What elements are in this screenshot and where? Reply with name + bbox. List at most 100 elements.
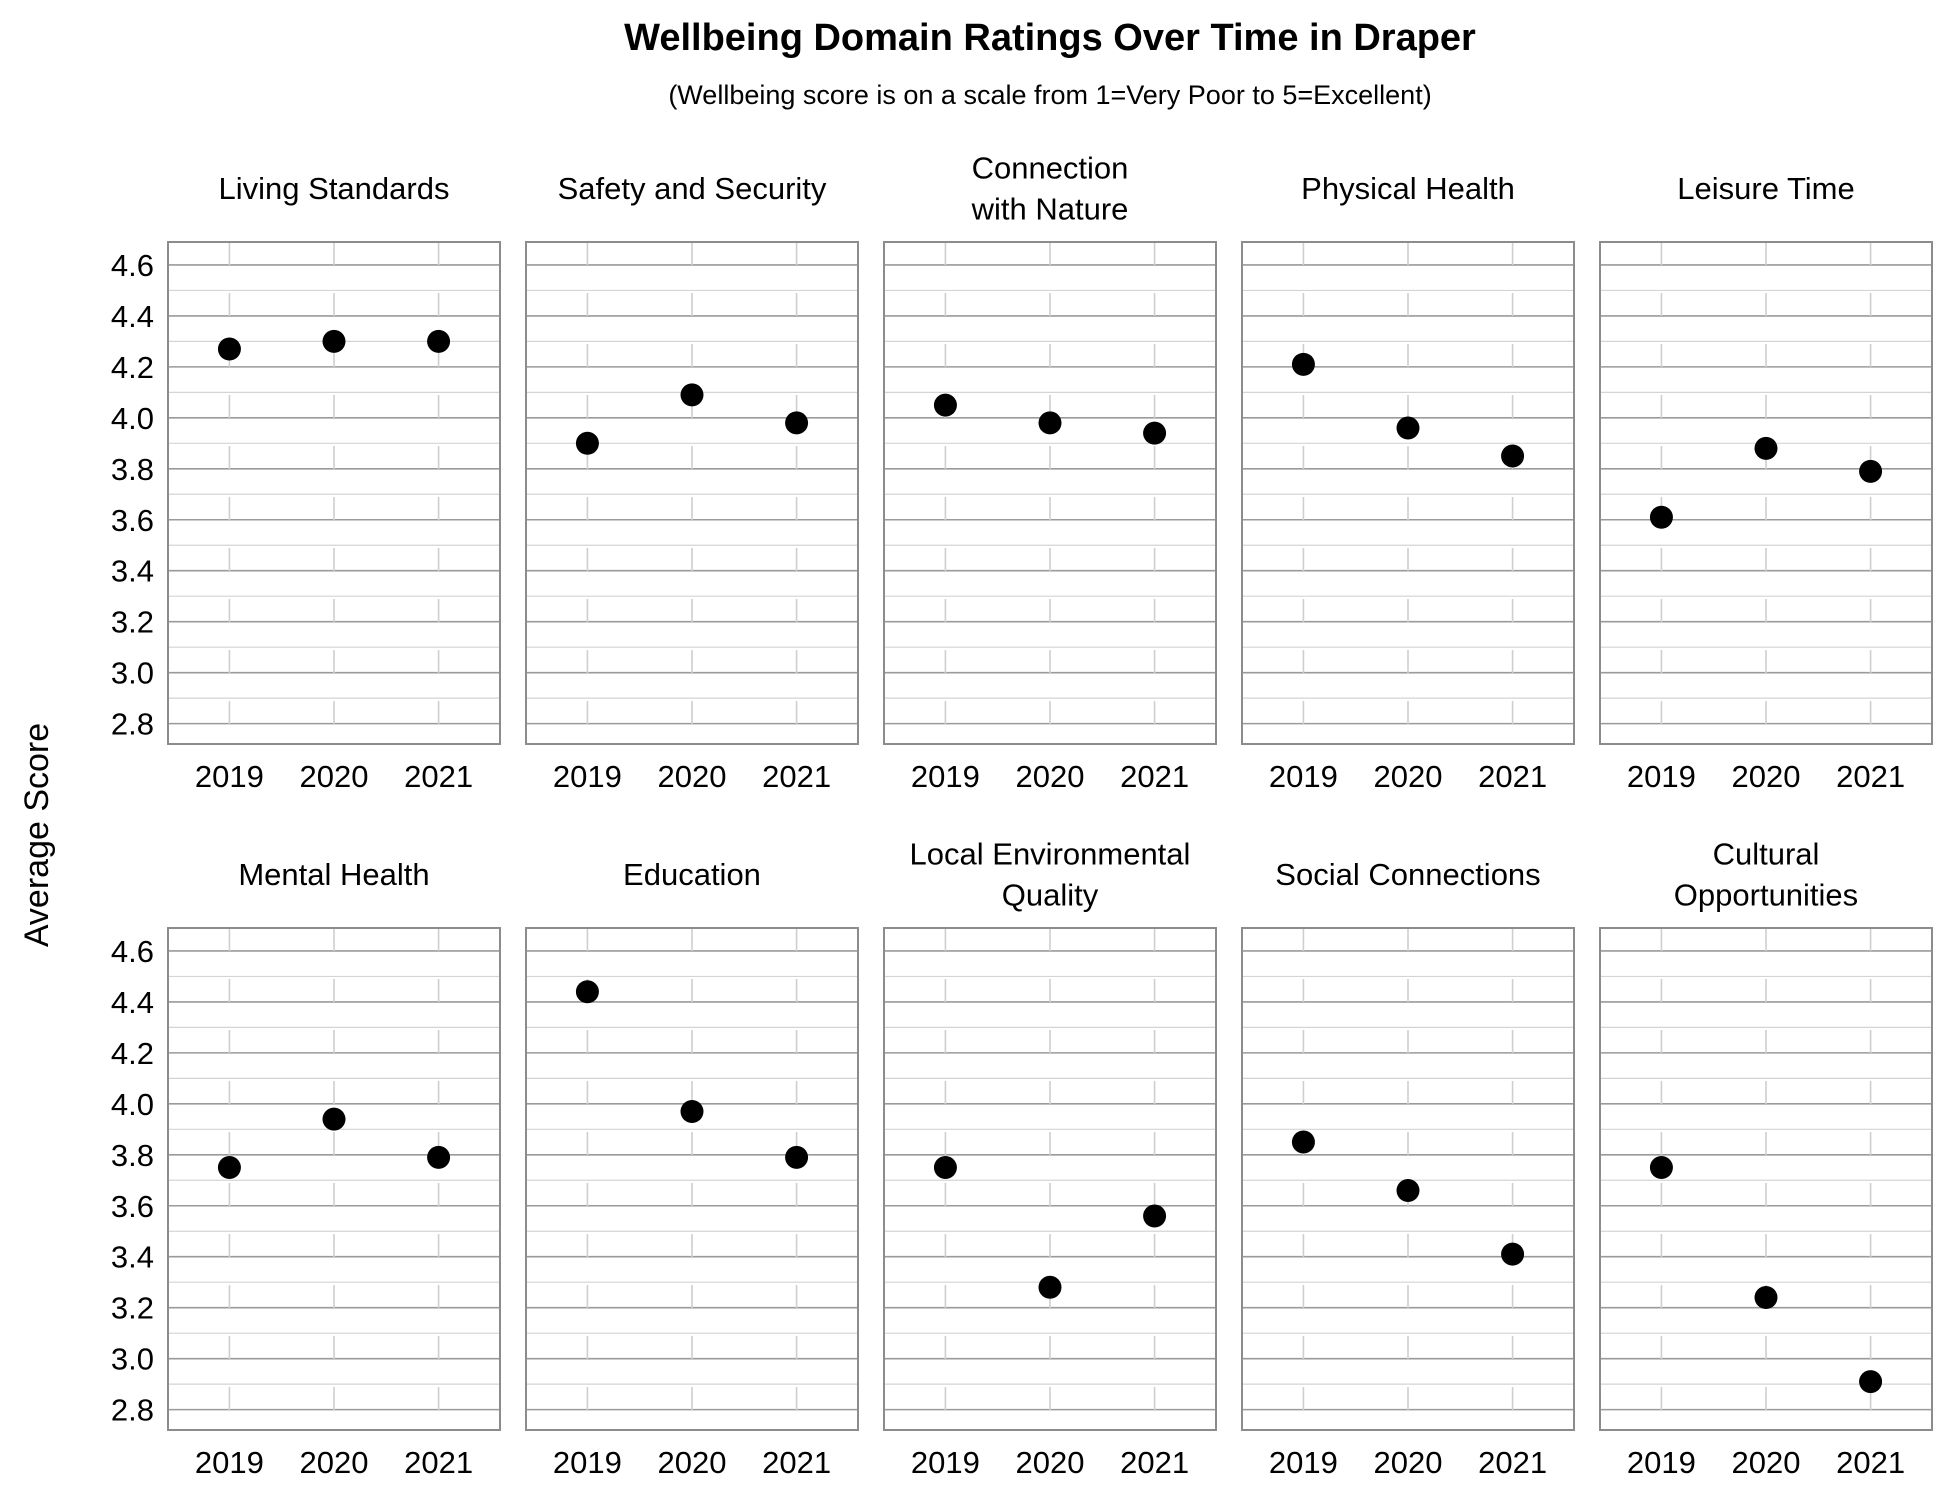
facet-title: Physical Health [1301, 171, 1515, 206]
y-tick-label: 3.6 [111, 503, 154, 538]
data-point [217, 337, 241, 361]
facet-title: Quality [1002, 878, 1099, 913]
data-point [1754, 436, 1778, 460]
data-point [785, 411, 809, 435]
x-tick-label: 2019 [553, 1445, 622, 1480]
y-axis-label: Average Score [18, 723, 56, 947]
x-tick-label: 2019 [553, 759, 622, 794]
data-point [1859, 459, 1883, 483]
data-point [217, 1156, 241, 1180]
panel-frame [1241, 241, 1575, 745]
panel-1: Safety and Security 2019 2020 2021 [525, 171, 859, 794]
data-point [785, 1145, 809, 1169]
data-point [1396, 416, 1420, 440]
x-tick-label: 2019 [911, 759, 980, 794]
facet-title: with Nature [971, 192, 1129, 227]
panel-5: Mental Health 2019 2020 2021 2.8 3.0 3.2 3.4 3.6… [111, 857, 501, 1480]
facet-title: Safety and Security [558, 171, 827, 206]
x-tick-label: 2020 [658, 759, 727, 794]
x-tick-label: 2019 [911, 1445, 980, 1480]
panel-frame [167, 927, 501, 1431]
facet-title: Social Connections [1275, 857, 1540, 892]
data-point [322, 329, 346, 353]
y-tick-label: 3.2 [111, 1291, 154, 1326]
data-point [1291, 352, 1315, 376]
y-tick-label: 3.2 [111, 605, 154, 640]
x-tick-label: 2021 [404, 1445, 473, 1480]
y-tick-label: 3.4 [111, 554, 154, 589]
data-point [322, 1107, 346, 1131]
x-tick-label: 2019 [1269, 759, 1338, 794]
panel-2: Connection with Nature 2019 2020 2021 [883, 151, 1217, 794]
facet-title: Living Standards [219, 171, 450, 206]
x-tick-label: 2021 [1120, 759, 1189, 794]
data-point [575, 431, 599, 455]
x-tick-label: 2020 [1732, 759, 1801, 794]
data-point [680, 1099, 704, 1123]
chart-subtitle: (Wellbeing score is on a scale from 1=Ve… [668, 80, 1431, 110]
panel-4: Leisure Time 2019 2020 2021 [1599, 171, 1933, 794]
x-tick-label: 2020 [1374, 759, 1443, 794]
data-point [1501, 444, 1525, 468]
panel-3: Physical Health 2019 2020 2021 [1241, 171, 1575, 794]
facet-title: Education [623, 857, 761, 892]
y-tick-label: 4.0 [111, 1087, 154, 1122]
data-point [1754, 1285, 1778, 1309]
panel-frame [1241, 927, 1575, 1431]
x-tick-label: 2020 [300, 759, 369, 794]
y-tick-label: 2.8 [111, 707, 154, 742]
panel-7: Local Environmental Quality 2019 2020 2021 [883, 837, 1217, 1480]
y-tick-label: 3.8 [111, 1138, 154, 1173]
x-tick-label: 2021 [762, 759, 831, 794]
data-point [1859, 1370, 1883, 1394]
y-tick-label: 4.6 [111, 934, 154, 969]
x-tick-label: 2019 [1627, 759, 1696, 794]
facet-title: Cultural [1713, 837, 1820, 872]
x-tick-label: 2020 [1732, 1445, 1801, 1480]
panel-0: Living Standards 2019 2020 2021 2.8 3.0 3.2 3.4… [111, 171, 501, 794]
y-tick-label: 4.4 [111, 299, 154, 334]
chart-title: Wellbeing Domain Ratings Over Time in Dr… [624, 17, 1476, 59]
x-tick-label: 2021 [1120, 1445, 1189, 1480]
x-tick-label: 2019 [195, 759, 264, 794]
x-tick-label: 2019 [195, 1445, 264, 1480]
y-tick-label: 3.4 [111, 1240, 154, 1275]
y-tick-label: 4.2 [111, 1036, 154, 1071]
data-point [933, 393, 957, 417]
x-tick-label: 2020 [658, 1445, 727, 1480]
data-point [427, 1145, 451, 1169]
facet-panels: Living Standards 2019 2020 2021 2.8 3.0 3.2 3.4… [111, 151, 1933, 1480]
y-tick-label: 4.4 [111, 985, 154, 1020]
data-point [1038, 1275, 1062, 1299]
y-tick-label: 2.8 [111, 1393, 154, 1428]
facet-title: Local Environmental [910, 837, 1191, 872]
data-point [1291, 1130, 1315, 1154]
y-tick-label: 4.6 [111, 248, 154, 283]
x-tick-label: 2021 [1836, 1445, 1905, 1480]
x-tick-label: 2019 [1627, 1445, 1696, 1480]
data-point [1649, 1156, 1673, 1180]
panel-6: Education 2019 2020 2021 [525, 857, 859, 1480]
data-point [933, 1156, 957, 1180]
x-tick-label: 2020 [1374, 1445, 1443, 1480]
y-tick-label: 3.8 [111, 452, 154, 487]
data-point [1396, 1178, 1420, 1202]
panel-8: Social Connections 2019 2020 2021 [1241, 857, 1575, 1480]
x-tick-label: 2021 [1478, 1445, 1547, 1480]
data-point [1143, 1204, 1167, 1228]
panel-9: Cultural Opportunities 2019 2020 2021 [1599, 837, 1933, 1480]
data-point [427, 329, 451, 353]
x-tick-label: 2020 [300, 1445, 369, 1480]
x-tick-label: 2021 [1478, 759, 1547, 794]
data-point [1143, 421, 1167, 445]
y-tick-label: 4.0 [111, 401, 154, 436]
facet-title: Opportunities [1674, 878, 1858, 913]
data-point [1501, 1242, 1525, 1266]
panel-frame [1599, 241, 1933, 745]
data-point [680, 383, 704, 407]
y-tick-label: 3.6 [111, 1189, 154, 1224]
x-tick-label: 2021 [404, 759, 473, 794]
y-tick-label: 3.0 [111, 1342, 154, 1377]
x-tick-label: 2021 [1836, 759, 1905, 794]
data-point [1038, 411, 1062, 435]
